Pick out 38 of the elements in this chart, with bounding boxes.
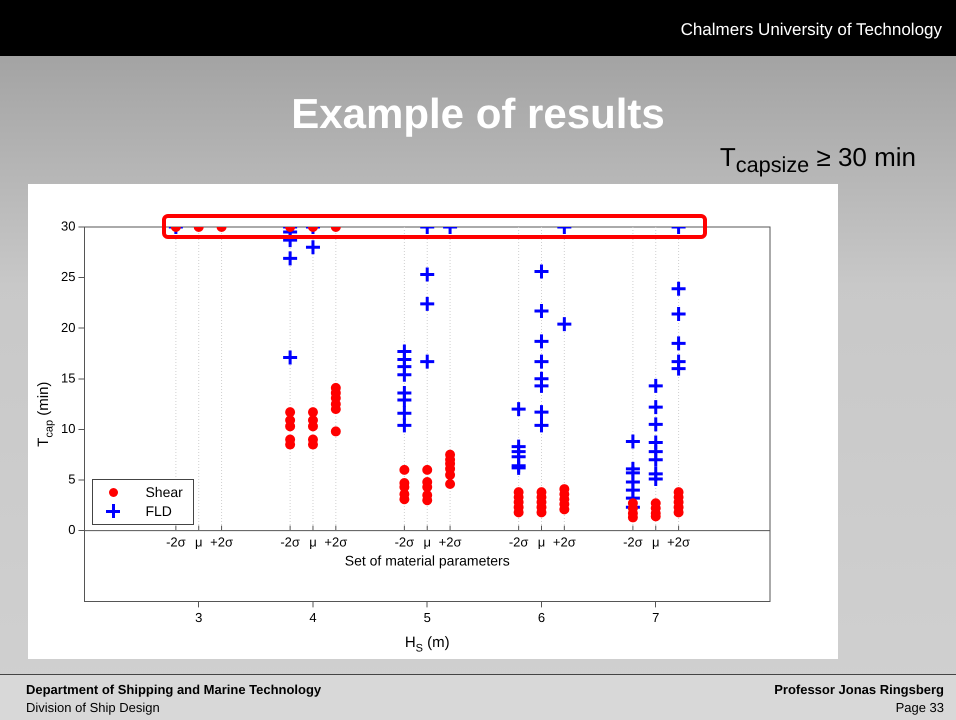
text: Division of Ship Design <box>26 700 160 715</box>
text: Chalmers University of Technology <box>680 20 942 40</box>
y-tick-label: 15 <box>60 370 76 386</box>
y-axis-title: Tcap (min) <box>35 382 56 447</box>
y-tick-label: 5 <box>68 472 76 487</box>
x-tick-label: 7 <box>652 610 660 625</box>
x-tick-label: 5 <box>424 610 431 625</box>
annotation: μ <box>423 534 431 550</box>
y-tick-label: 30 <box>60 218 76 234</box>
x-tick-label: 3 <box>195 610 202 625</box>
y-tick-label: 25 <box>60 269 76 284</box>
annotation: μ <box>309 534 317 550</box>
annotation: -2σ <box>166 534 186 550</box>
text: Department of Shipping and Marine Technology <box>26 682 322 697</box>
annotation: -2σ <box>280 534 300 550</box>
text: T$_{capsize}$ ≥ 30 min <box>720 141 916 180</box>
annotation: +2σ <box>667 534 690 550</box>
legend-label: FLD <box>145 503 172 520</box>
annotation: μ <box>194 534 202 550</box>
annotation: μ <box>538 534 546 550</box>
annotation: +2σ <box>438 534 462 550</box>
x-tick-label: 4 <box>309 610 317 625</box>
annotation: Set of material parameters <box>344 552 510 568</box>
annotation: +2σ <box>552 534 576 550</box>
annotation: -2σ <box>508 534 528 550</box>
annotation: +2σ <box>210 534 233 550</box>
text: Page 33 <box>896 700 944 715</box>
annotation: +2σ <box>324 534 348 550</box>
annotation: μ <box>652 534 660 550</box>
annotation: -2σ <box>623 534 643 550</box>
x-tick-label: 6 <box>538 610 546 625</box>
y-tick-label: 0 <box>68 522 76 538</box>
chart-title: Example of results <box>290 90 666 138</box>
text: Professor Jonas Ringsberg <box>774 682 944 697</box>
annotation: -2σ <box>394 534 414 550</box>
y-tick-label: 20 <box>60 320 76 335</box>
legend-label: Shear <box>145 484 183 500</box>
y-tick-label: 10 <box>60 420 76 436</box>
